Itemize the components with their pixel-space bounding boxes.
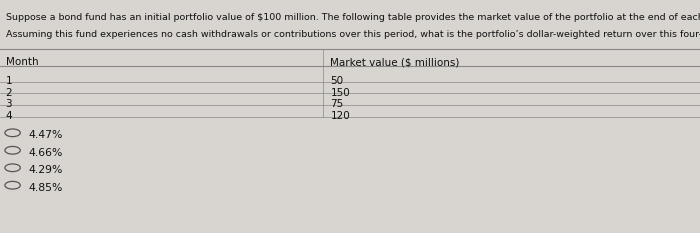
Text: 1: 1 bbox=[6, 76, 12, 86]
Text: Suppose a bond fund has an initial portfolio value of $100 million. The followin: Suppose a bond fund has an initial portf… bbox=[6, 13, 700, 22]
Text: Assuming this fund experiences no cash withdrawals or contributions over this pe: Assuming this fund experiences no cash w… bbox=[6, 30, 700, 39]
Text: 50: 50 bbox=[330, 76, 344, 86]
Text: 120: 120 bbox=[330, 111, 350, 121]
Text: 4.66%: 4.66% bbox=[28, 148, 62, 158]
Text: 3: 3 bbox=[6, 99, 12, 109]
Text: 4: 4 bbox=[6, 111, 12, 121]
Text: Market value ($ millions): Market value ($ millions) bbox=[330, 57, 460, 67]
Text: 4.85%: 4.85% bbox=[28, 183, 62, 193]
Text: 150: 150 bbox=[330, 88, 350, 98]
Text: 2: 2 bbox=[6, 88, 12, 98]
Text: 4.29%: 4.29% bbox=[28, 165, 62, 175]
Text: 4.47%: 4.47% bbox=[28, 130, 62, 140]
Text: Month: Month bbox=[6, 57, 38, 67]
Text: 75: 75 bbox=[330, 99, 344, 109]
